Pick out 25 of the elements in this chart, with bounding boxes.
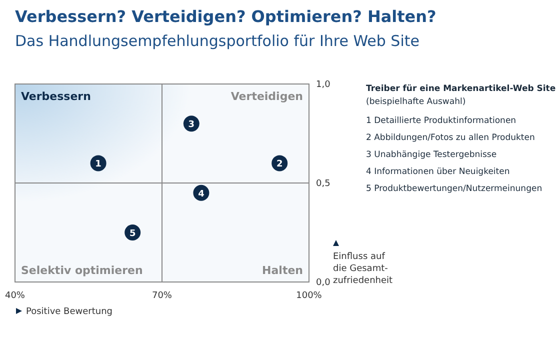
annotation: 1 <box>95 160 102 170</box>
text: 2 Abbildungen/Fotos zu allen Produkten <box>366 133 535 143</box>
text: 4 Informationen über Neuigkeiten <box>366 167 510 177</box>
x-axis-title: Positive Bewertung <box>26 307 113 317</box>
chart-title: Verbessern? Verteidigen? Optimieren? Halten? <box>15 7 436 26</box>
y-axis-title: Einfluss auf die Gesamt- zufriedenheit <box>333 252 394 286</box>
legend-title: Treiber für eine Markenartikel-Web Site (beispielhafte Auswahl) <box>366 84 556 107</box>
annotation: Selektiv optimieren <box>21 264 143 277</box>
text: 5 Produktbewertungen/Nutzermeinungen <box>366 184 542 194</box>
annotation: Halten <box>262 264 303 277</box>
x-tick-label: 40% <box>4 291 26 301</box>
annotation: 4 <box>198 189 204 200</box>
chart-subtitle: Das Handlungsempfehlungsportfolio für Ihre Web Site <box>15 32 420 50</box>
y-tick-label: 0,0 <box>316 278 331 288</box>
annotation: Verteidigen <box>230 90 303 103</box>
annotation: 2 <box>276 160 283 170</box>
annotation: 5 <box>129 229 136 239</box>
text: 3 Unabhängige Testergebnisse <box>366 150 497 160</box>
annotation: 3 <box>188 120 195 130</box>
x-tick-label: 100% <box>296 291 322 301</box>
y-tick-label: 0,5 <box>316 179 330 189</box>
y-tick-label: 1,0 <box>316 80 331 90</box>
text: 1 Detaillierte Produktinformationen <box>366 116 516 126</box>
annotation: Verbessern <box>21 90 91 103</box>
x-tick-label: 70% <box>152 291 172 301</box>
